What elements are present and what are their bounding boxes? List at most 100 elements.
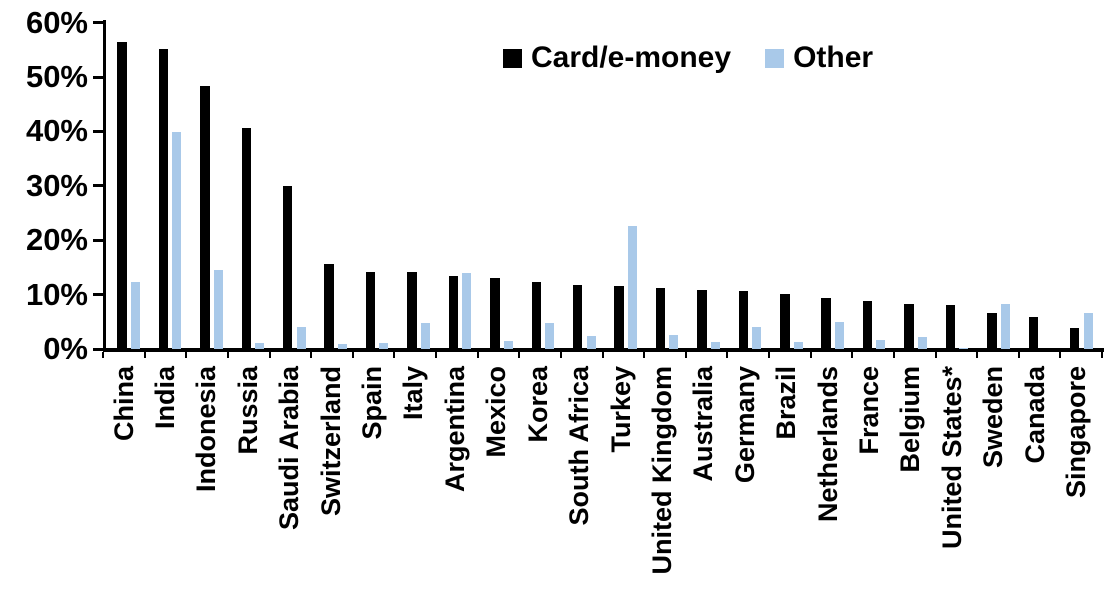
y-axis-tick-label-40: 40%	[25, 113, 88, 149]
x-axis-label-belgium: Belgium	[895, 366, 926, 473]
bar-card-mexico	[490, 278, 500, 349]
bar-card-canada	[1028, 316, 1039, 349]
bar-other-belgium	[917, 337, 927, 349]
bar-card-australia	[697, 290, 707, 349]
y-axis-tick-label-30: 30%	[25, 167, 88, 203]
x-axis-label-netherlands: Netherlands	[812, 366, 843, 523]
x-axis-label-united-kingdom: United Kingdom	[646, 366, 677, 575]
y-axis-tick-label-20: 20%	[25, 222, 88, 258]
bar-other-india	[172, 132, 182, 349]
legend-label-card: Card/e-money	[531, 41, 732, 74]
legend-label-other: Other	[793, 41, 874, 74]
x-axis-label-russia: Russia	[232, 366, 263, 455]
bar-card-russia	[241, 128, 252, 349]
bar-card-germany	[738, 291, 749, 349]
y-axis-tick-label-10: 10%	[25, 276, 88, 312]
bar-other-south-africa	[586, 335, 596, 349]
x-axis-tick-mark	[185, 351, 188, 358]
bar-card-saudi-arabia	[282, 186, 293, 349]
y-axis-tick-label-60: 60%	[25, 4, 88, 40]
x-axis-tick-mark	[643, 351, 646, 358]
bar-other-united-states	[959, 347, 969, 349]
y-axis-tick-mark	[93, 347, 104, 351]
x-axis-tick-mark	[226, 351, 229, 358]
x-axis-tick-mark	[393, 351, 396, 358]
bar-other-argentina	[462, 272, 472, 349]
x-axis-tick-mark	[518, 351, 521, 358]
bar-other-italy	[420, 323, 430, 349]
x-axis-tick-mark	[310, 351, 313, 358]
x-axis-tick-mark	[892, 351, 895, 358]
bar-other-brazil	[793, 341, 803, 349]
bar-card-switzerland	[324, 263, 334, 349]
x-axis-label-united-states: United States*	[936, 366, 967, 550]
y-axis-tick-label-0: 0%	[43, 331, 88, 366]
x-axis-tick-mark	[976, 351, 979, 358]
x-axis-tick-mark	[684, 351, 687, 358]
x-axis-label-sweden: Sweden	[978, 366, 1009, 469]
legend: Card/e-money Other	[503, 41, 873, 75]
x-axis-label-spain: Spain	[357, 366, 388, 440]
bar-card-spain	[365, 271, 376, 349]
x-axis-label-india: India	[149, 366, 180, 430]
bar-other-united-kingdom	[669, 335, 679, 349]
x-axis-tick-mark	[768, 351, 770, 358]
x-axis-label-switzerland: Switzerland	[315, 366, 346, 517]
y-axis-tick-mark	[93, 238, 104, 242]
x-axis-tick-mark	[435, 351, 437, 358]
card-series-swatch-icon	[503, 48, 522, 68]
legend-entry-other: Other	[765, 41, 873, 75]
x-axis-label-brazil: Brazil	[771, 366, 802, 440]
bar-card-netherlands	[821, 298, 831, 349]
bar-card-brazil	[780, 294, 790, 349]
bar-card-united-kingdom	[655, 288, 666, 349]
x-axis-tick-mark	[1017, 351, 1020, 358]
x-axis-tick-mark	[102, 351, 104, 358]
bar-other-australia	[710, 342, 720, 349]
bar-card-united-states	[945, 305, 956, 349]
bar-other-netherlands	[835, 321, 845, 349]
bar-other-sweden	[1000, 304, 1010, 349]
bar-other-china	[130, 282, 140, 349]
bar-card-sweden	[987, 313, 997, 349]
bar-card-indonesia	[200, 85, 210, 349]
x-axis-label-australia: Australia	[688, 366, 719, 482]
bar-other-switzerland	[338, 344, 347, 349]
x-axis-label-argentina: Argentina	[439, 366, 470, 493]
y-axis-tick-mark	[93, 184, 104, 188]
other-series-swatch-icon	[765, 48, 785, 68]
bar-card-france	[862, 301, 873, 349]
x-axis-label-south-africa: South Africa	[564, 366, 595, 526]
bar-card-india	[158, 48, 169, 349]
y-axis-tick-label-50: 50%	[25, 59, 88, 94]
x-axis-tick-mark	[851, 351, 854, 358]
x-axis-label-singapore: Singapore	[1061, 366, 1092, 499]
bar-card-singapore	[1069, 328, 1080, 349]
x-axis-label-turkey: Turkey	[605, 366, 636, 453]
bar-card-argentina	[448, 275, 459, 349]
bar-other-korea	[545, 323, 555, 349]
x-axis-label-canada: Canada	[1019, 366, 1050, 464]
x-axis-line	[103, 347, 1104, 352]
bar-card-south-africa	[572, 284, 583, 349]
bar-card-turkey	[614, 285, 624, 349]
bar-other-mexico	[503, 341, 513, 349]
x-axis-label-china: China	[108, 366, 139, 442]
bar-other-singapore	[1083, 312, 1093, 349]
x-axis-label-indonesia: Indonesia	[191, 366, 222, 493]
x-axis-label-germany: Germany	[729, 366, 760, 484]
x-axis-label-saudi-arabia: Saudi Arabia	[274, 366, 305, 531]
x-axis-tick-mark	[1059, 351, 1062, 358]
x-axis-label-mexico: Mexico	[481, 366, 512, 458]
bar-other-france	[876, 339, 886, 349]
bar-other-turkey	[627, 226, 637, 349]
bar-card-korea	[531, 282, 541, 349]
x-axis-tick-mark	[601, 351, 604, 358]
bar-other-saudi-arabia	[296, 327, 306, 349]
bar-card-italy	[407, 272, 417, 349]
x-axis-tick-mark	[559, 351, 562, 358]
y-axis-tick-mark	[93, 75, 104, 79]
x-axis-tick-mark	[809, 351, 812, 358]
bar-other-indonesia	[213, 269, 223, 349]
y-axis-line	[103, 20, 106, 351]
